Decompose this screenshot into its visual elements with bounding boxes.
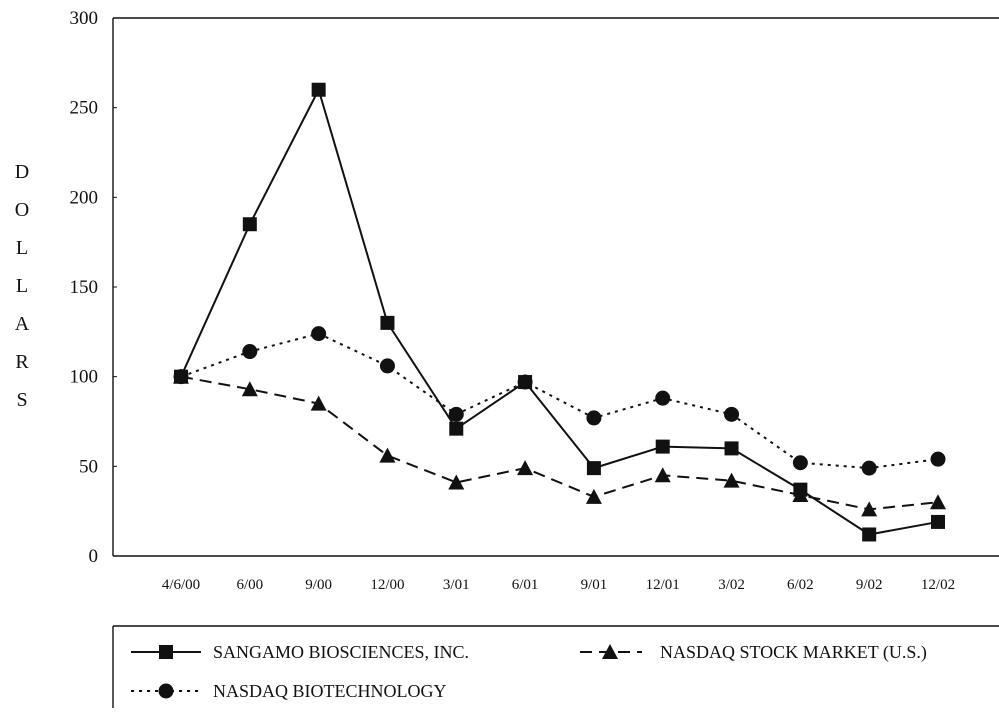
- circle-marker: [793, 455, 808, 470]
- y-tick-label: 150: [70, 277, 99, 298]
- square-marker: [449, 422, 463, 436]
- circle-marker: [724, 407, 739, 422]
- x-tick-label: 9/02: [856, 577, 883, 593]
- series-group: [173, 83, 946, 542]
- y-tick-label: 200: [70, 187, 99, 208]
- circle-marker: [159, 684, 174, 699]
- square-marker: [587, 461, 601, 475]
- legend-item: NASDAQ STOCK MARKET (U.S.): [580, 642, 927, 663]
- square-marker: [656, 440, 670, 454]
- x-tick-label: 12/00: [370, 577, 404, 593]
- x-tick-label: 6/01: [512, 577, 539, 593]
- series-square: [174, 83, 945, 542]
- y-axis-label-letter: S: [16, 389, 27, 411]
- y-axis-label-letter: L: [16, 275, 28, 297]
- square-marker: [159, 645, 173, 659]
- series-circle: [174, 326, 946, 476]
- circle-marker: [311, 326, 326, 341]
- circle-marker: [862, 461, 877, 476]
- x-tick-label: 3/01: [443, 577, 470, 593]
- legend-item: SANGAMO BIOSCIENCES, INC.: [131, 642, 469, 662]
- circle-marker: [655, 391, 670, 406]
- square-marker: [174, 370, 188, 384]
- triangle-marker: [930, 494, 946, 509]
- series-line: [181, 377, 938, 510]
- square-marker: [931, 515, 945, 529]
- y-axis-label-letter: L: [16, 237, 28, 259]
- x-tick-label: 9/00: [305, 577, 332, 593]
- axes: 0 50 100 150 200 250 300 4/6/00 6/00 9/00 12/00 3/0…: [70, 8, 999, 593]
- x-tick-label: 3/02: [718, 577, 745, 593]
- series-line: [181, 90, 938, 535]
- x-tick-label: 9/01: [581, 577, 608, 593]
- x-tick-label: 12/02: [921, 577, 955, 593]
- square-marker: [312, 83, 326, 97]
- circle-marker: [586, 410, 601, 425]
- legend-item: NASDAQ BIOTECHNOLOGY: [131, 681, 447, 701]
- legend-label: SANGAMO BIOSCIENCES, INC.: [213, 642, 469, 662]
- series-line: [181, 334, 938, 469]
- y-axis-label-letter: D: [15, 161, 29, 183]
- square-marker: [793, 483, 807, 497]
- y-tick-label: 50: [79, 456, 98, 477]
- triangle-marker: [517, 460, 533, 475]
- square-marker: [862, 527, 876, 541]
- square-marker: [725, 441, 739, 455]
- x-tick-label: 6/02: [787, 577, 814, 593]
- circle-marker: [931, 452, 946, 467]
- triangle-marker: [586, 489, 602, 504]
- y-tick-label: 100: [70, 367, 99, 388]
- y-axis-label-letter: O: [15, 199, 29, 221]
- x-tick-label: 12/01: [646, 577, 680, 593]
- x-tick-label: 6/00: [236, 577, 263, 593]
- y-axis-label-letter: A: [15, 313, 30, 335]
- circle-marker: [242, 344, 257, 359]
- square-marker: [380, 316, 394, 330]
- triangle-marker: [379, 448, 395, 463]
- x-tick-label: 4/6/00: [162, 577, 200, 593]
- series-triangle: [173, 369, 946, 517]
- legend-label: NASDAQ STOCK MARKET (U.S.): [660, 642, 927, 663]
- square-marker: [243, 217, 257, 231]
- y-axis-label-letter: R: [15, 351, 29, 373]
- y-tick-label: 0: [89, 546, 99, 567]
- circle-marker: [380, 358, 395, 373]
- square-marker: [518, 375, 532, 389]
- legend-label: NASDAQ BIOTECHNOLOGY: [213, 681, 447, 701]
- y-tick-label: 300: [70, 8, 99, 29]
- y-tick-label: 250: [70, 98, 99, 119]
- legend: SANGAMO BIOSCIENCES, INC. NASDAQ STOCK MA…: [113, 626, 999, 708]
